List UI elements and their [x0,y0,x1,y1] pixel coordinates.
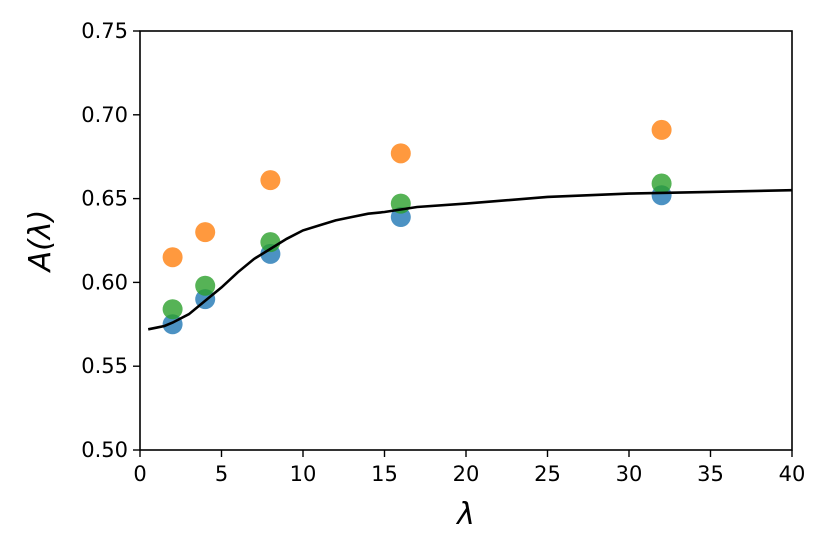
fit-curve [147,188,793,331]
x-tick-label: 15 [371,462,398,486]
data-point [195,275,216,296]
y-tick-label: 0.65 [81,187,128,211]
y-tick-label: 0.60 [81,270,128,294]
y-tick-label: 0.75 [81,19,128,43]
data-points [162,119,672,335]
x-axis-ticks: 0 5 10 15 20 25 30 35 40 [133,450,805,486]
x-tick-label: 10 [290,462,317,486]
y-tick-label: 0.70 [81,103,128,127]
data-point [162,299,183,320]
x-tick-label: 20 [453,462,480,486]
plot-frame [139,30,793,451]
y-axis-label: A(λ) [23,210,58,274]
data-point [651,173,672,194]
x-tick-label: 30 [616,462,643,486]
y-axis-ticks: 0.50 0.55 0.60 0.65 0.70 0.75 [81,19,140,462]
data-point [195,222,216,243]
data-point [390,143,411,164]
y-tick-label: 0.55 [81,354,128,378]
data-point [651,119,672,140]
x-tick-label: 5 [215,462,228,486]
x-tick-label: 25 [534,462,561,486]
x-tick-label: 40 [779,462,806,486]
data-point [162,247,183,268]
x-axis-label: λ [455,497,475,532]
x-tick-label: 35 [697,462,724,486]
x-tick-label: 0 [133,462,146,486]
data-point [260,170,281,191]
y-tick-label: 0.50 [81,438,128,462]
